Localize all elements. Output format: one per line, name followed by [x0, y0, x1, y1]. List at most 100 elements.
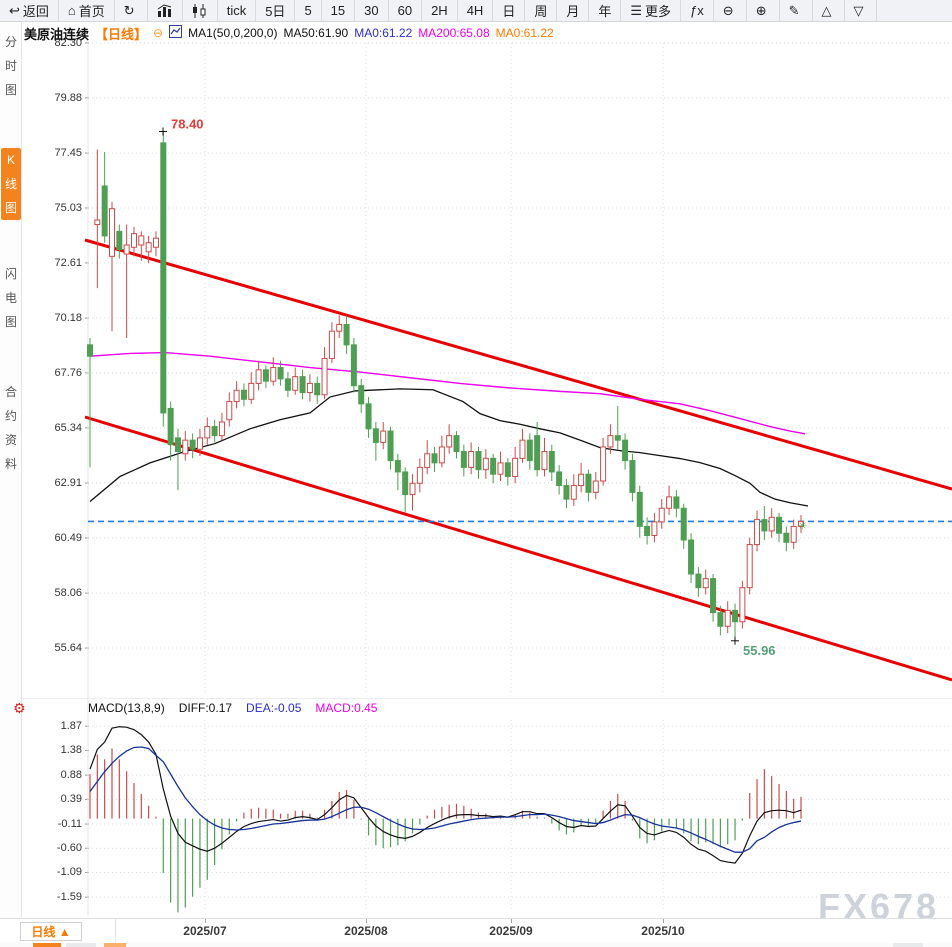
candle	[328, 330, 335, 359]
toolbar-button-tick[interactable]: tick	[218, 0, 257, 21]
trend-channel-line	[84, 238, 952, 491]
price-axis-label: 60.49	[54, 531, 82, 544]
toolbar-button-60[interactable]: 60	[389, 0, 423, 21]
toolbar-button-year[interactable]: 年	[589, 0, 622, 21]
sidebar-tab-kline-chart[interactable]: K 线 图	[1, 148, 21, 220]
candle	[548, 451, 555, 473]
toolbar-button-home[interactable]: ⌂ 首页	[59, 0, 115, 21]
candle	[145, 242, 152, 253]
toolbar-button-month[interactable]: 月	[557, 0, 590, 21]
candle	[746, 544, 753, 589]
toolbar-button-day[interactable]: 日	[493, 0, 526, 21]
toolbar-button-5[interactable]: 5	[295, 0, 322, 21]
bottom-settings-stub[interactable]	[893, 943, 923, 947]
bottom-tab-stub[interactable]	[66, 943, 96, 947]
candle	[592, 480, 599, 493]
x-axis-label: 2025/07	[183, 924, 227, 938]
candle	[666, 496, 673, 509]
toolbar-label-tick: tick	[226, 3, 247, 18]
candle	[189, 439, 196, 450]
macd-axis-label: 1.38	[60, 744, 82, 757]
toolbar-button-fx[interactable]: ƒx	[681, 0, 714, 21]
candle	[798, 520, 805, 527]
candle	[116, 230, 123, 251]
candle	[321, 357, 328, 396]
candle	[160, 142, 167, 414]
toolbar-button-2h[interactable]: 2H	[422, 0, 458, 21]
bottom-tab-stub-active[interactable]	[33, 943, 61, 947]
macd-settings-icon[interactable]: ⚙	[13, 700, 26, 716]
candle	[380, 430, 387, 443]
toolbar-label-more: 更多	[645, 4, 672, 19]
panel-separator	[0, 698, 952, 699]
candle	[446, 435, 453, 448]
x-axis-tick	[205, 919, 206, 923]
zoom-in-icon: ⊕	[755, 2, 767, 18]
candle	[306, 382, 313, 394]
menu-icon: ☰	[630, 2, 643, 18]
candle	[724, 609, 731, 627]
candle	[783, 532, 790, 543]
toolbar-label-2h: 2H	[431, 3, 448, 18]
candle	[431, 453, 438, 464]
macd-axis-label: 0.39	[60, 793, 82, 806]
candle	[343, 323, 350, 346]
x-axis-tick	[663, 919, 664, 923]
last-price-marker: ✳	[798, 520, 807, 532]
macd-axis-label: -0.60	[56, 842, 82, 855]
toolbar-button-shape-triangle[interactable]: △	[813, 0, 845, 21]
candle	[438, 446, 445, 464]
toolbar-button-15[interactable]: 15	[322, 0, 356, 21]
candle	[519, 439, 526, 459]
x-axis-label: 2025/09	[489, 924, 533, 938]
toolbar-label-day: 日	[502, 4, 516, 19]
candle	[277, 367, 284, 380]
candle	[453, 435, 460, 453]
toolbar-button-4h[interactable]: 4H	[458, 0, 494, 21]
toolbar-button-draw[interactable]: ✎	[780, 0, 813, 21]
trend-channel-line	[84, 415, 952, 682]
macd-axis-label: 1.87	[60, 720, 82, 733]
candle	[497, 462, 504, 475]
candle	[87, 344, 93, 357]
toolbar-button-bar-chart[interactable]	[148, 0, 183, 21]
sidebar-tab-flash-chart[interactable]: 闪 电 图	[4, 267, 17, 329]
toolbar-button-5d[interactable]: 5日	[256, 0, 296, 21]
candle	[226, 401, 233, 421]
toolbar-button-refresh[interactable]: ↻	[115, 0, 148, 21]
toolbar-button-zoom-out[interactable]: ⊖	[714, 0, 747, 21]
period-select-button[interactable]: 日线 ▲	[20, 922, 82, 941]
price-axis-label: 70.18	[54, 312, 82, 325]
candle	[248, 382, 255, 400]
sidebar-tab-time-chart[interactable]: 分 时 图	[4, 35, 17, 97]
toolbar-button-30[interactable]: 30	[355, 0, 389, 21]
candle	[350, 344, 357, 387]
toolbar-button-shape-cut[interactable]: ▽	[845, 0, 877, 21]
candle	[695, 573, 702, 589]
bottom-tab-stub-orange[interactable]	[104, 943, 126, 947]
candle	[504, 462, 511, 477]
toolbar-label-30: 30	[364, 3, 379, 18]
toolbar-button-back[interactable]: ↩ 返回	[0, 0, 59, 21]
toolbar-label-month: 月	[566, 4, 580, 19]
toolbar-button-more[interactable]: ☰ 更多	[621, 0, 682, 21]
candle	[138, 235, 145, 246]
macd-dea-value: DEA:-0.05	[246, 701, 302, 715]
candle	[629, 460, 636, 493]
toolbar-label-fx: ƒx	[690, 3, 704, 18]
toolbar-button-week[interactable]: 周	[525, 0, 558, 21]
x-axis-tick	[366, 919, 367, 923]
toolbar-button-zoom-in[interactable]: ⊕	[747, 0, 780, 21]
macd-header: MACD(13,8,9) DIFF:0.17 DEA:-0.05 MACD:0.…	[88, 701, 377, 717]
candle	[651, 521, 658, 536]
candle	[468, 451, 475, 468]
candle	[680, 507, 687, 541]
price-axis-label: 77.45	[54, 147, 82, 160]
price-axis-label: 55.64	[54, 642, 82, 655]
collapse-icon[interactable]: ⊖	[153, 26, 164, 40]
candle	[123, 244, 130, 255]
toolbar-button-candle-chart[interactable]	[183, 0, 218, 21]
ma50-line	[89, 388, 809, 507]
sidebar-tab-contract-info[interactable]: 合 约 资 料	[4, 385, 17, 471]
